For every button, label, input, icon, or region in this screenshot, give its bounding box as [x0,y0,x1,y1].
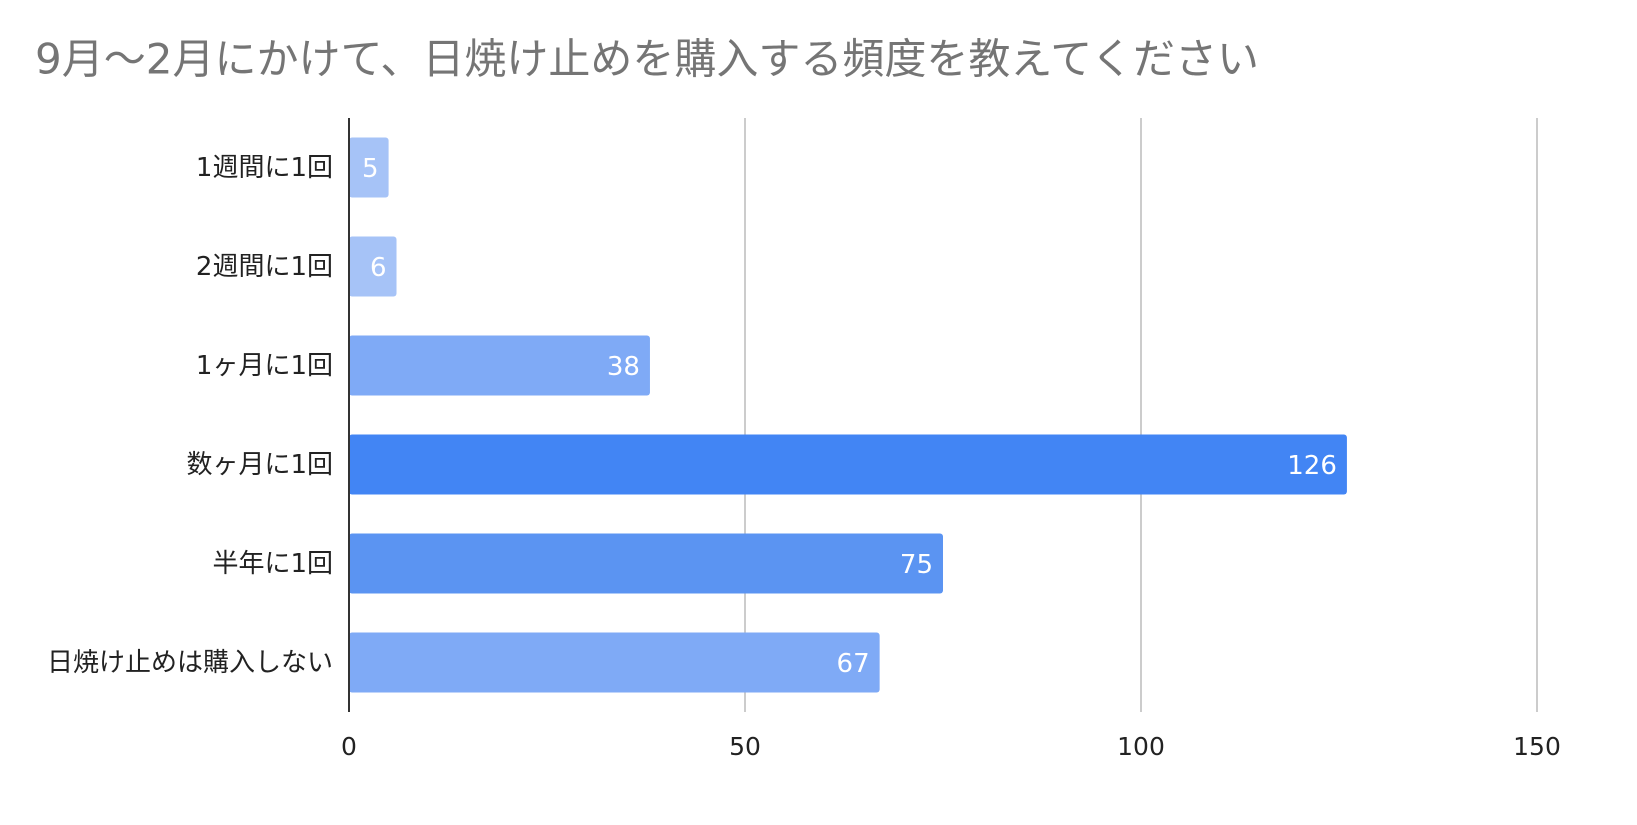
y-tick-label: 1週間に1回 [195,152,333,183]
x-tick-label: 50 [729,732,761,761]
value-label: 126 [1287,451,1337,481]
chart-title: 9月～2月にかけて、日焼け止めを購入する頻度を教えてください [35,35,1259,84]
bar [349,137,389,198]
value-label: 6 [370,253,387,283]
value-label: 75 [900,550,933,580]
y-tick-label: 日焼け止めは購入しない [46,647,333,678]
y-tick-label: 2週間に1回 [195,251,333,282]
bar [349,632,880,693]
x-tick-label: 150 [1513,732,1561,761]
bar [349,533,943,594]
y-tick-label: 半年に1回 [212,548,333,579]
bar [349,434,1347,495]
value-label: 67 [837,649,870,679]
y-tick-label: 数ヶ月に1回 [186,449,333,480]
y-tick-label: 1ヶ月に1回 [195,350,333,381]
bar [349,236,397,297]
value-label: 5 [362,154,379,184]
x-tick-label: 0 [341,732,357,761]
bar [349,335,650,396]
x-tick-label: 100 [1117,732,1165,761]
value-label: 38 [607,352,640,382]
